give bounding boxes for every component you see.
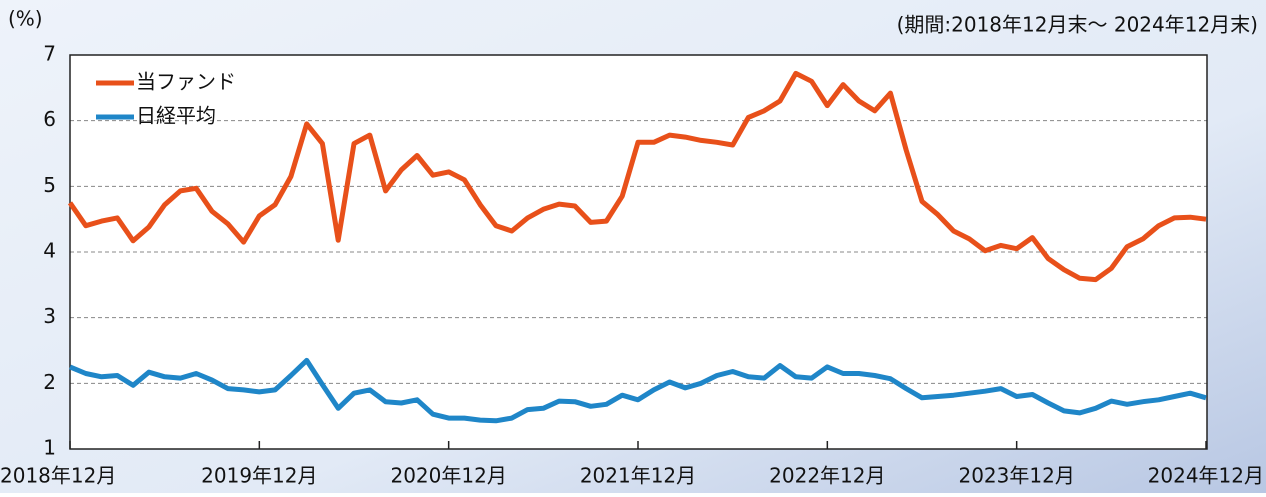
- legend-swatch: [96, 114, 134, 120]
- x-tick-label: 2019年12月: [201, 464, 317, 488]
- x-tick-label: 2024年12月: [1148, 464, 1264, 488]
- period-annotation: (期間:2018年12月末～ 2024年12月末): [897, 13, 1258, 37]
- y-tick-label: 3: [43, 304, 56, 328]
- legend-swatch: [96, 80, 134, 86]
- y-tick-label: 6: [43, 107, 56, 131]
- x-tick-label: 2018年12月: [0, 464, 116, 488]
- x-tick-label: 2022年12月: [769, 464, 885, 488]
- legend-label: 日経平均: [136, 104, 216, 128]
- y-tick-label: 1: [43, 436, 56, 460]
- series-line: [67, 70, 1207, 283]
- legend-label: 当ファンド: [136, 70, 236, 94]
- y-tick-label: 5: [43, 173, 56, 197]
- y-tick-label: 2: [43, 370, 56, 394]
- y-axis-label: (%): [8, 7, 43, 31]
- x-tick-label: 2023年12月: [958, 464, 1074, 488]
- x-tick-label: 2021年12月: [580, 464, 696, 488]
- y-tick-label: 7: [43, 42, 56, 66]
- x-tick-label: 2020年12月: [390, 464, 506, 488]
- y-tick-label: 4: [43, 239, 56, 263]
- series-line: [69, 357, 1207, 424]
